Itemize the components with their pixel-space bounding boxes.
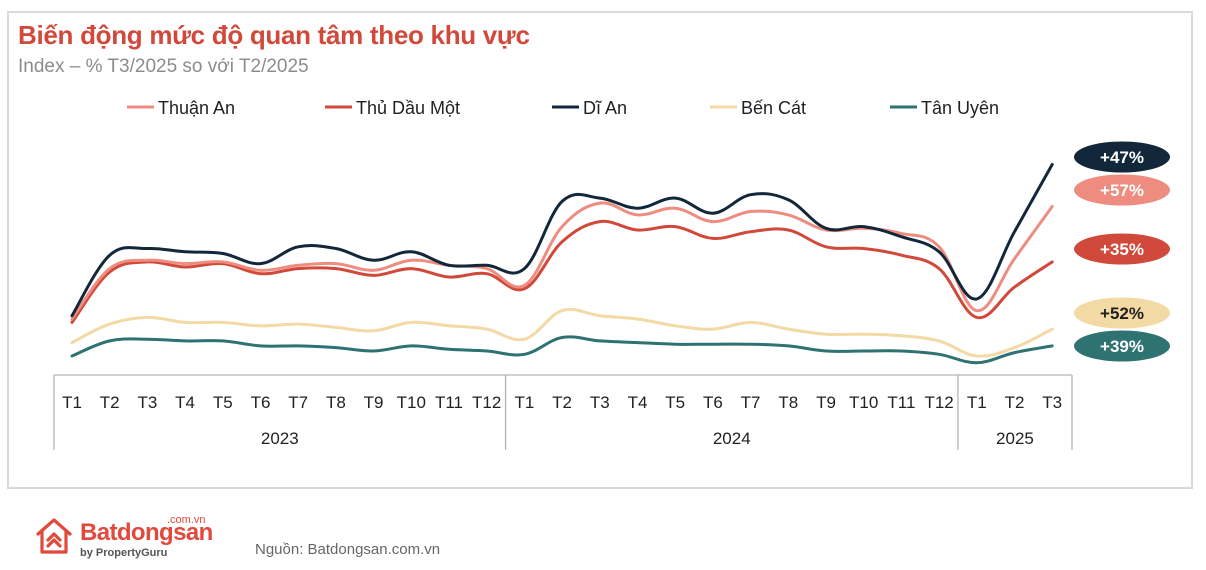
badge-3 <box>1074 297 1170 329</box>
month-tick-label: T4 <box>628 393 648 412</box>
month-tick-label: T10 <box>397 393 426 412</box>
badge-2 <box>1074 141 1170 173</box>
series-line-3 <box>70 307 1054 358</box>
chart-title: Biến động mức độ quan tâm theo khu vực <box>18 20 530 50</box>
month-tick-label: T9 <box>816 393 836 412</box>
badge-label-0: +57% <box>1100 181 1144 200</box>
legend-label-0: Thuận An <box>158 98 235 118</box>
badge-label-2: +47% <box>1100 148 1144 167</box>
badge-label-1: +35% <box>1100 240 1144 259</box>
chart-frame <box>7 11 1193 489</box>
legend-label-3: Bến Cát <box>741 98 806 118</box>
month-tick-label: T11 <box>887 393 915 412</box>
brand-logo-icon <box>36 518 72 554</box>
brand-domain: .com.vn <box>167 514 206 526</box>
month-tick-label: T6 <box>703 393 723 412</box>
month-tick-label: T2 <box>552 393 572 412</box>
badge-0 <box>1074 174 1170 206</box>
brand-tagline: by PropertyGuru <box>80 547 168 559</box>
month-tick-label: T2 <box>1005 393 1025 412</box>
month-tick-label: T1 <box>514 393 534 412</box>
month-tick-label: T3 <box>1042 393 1062 412</box>
month-tick-label: T12 <box>924 393 953 412</box>
brand-name: Batdongsan <box>80 519 213 546</box>
badge-label-3: +52% <box>1100 304 1144 323</box>
month-tick-label: T1 <box>62 393 82 412</box>
month-tick-label: T5 <box>213 393 233 412</box>
series-line-4 <box>70 335 1054 365</box>
year-label: 2023 <box>261 429 299 448</box>
chart-subtitle: Index – % T3/2025 so với T2/2025 <box>18 56 309 77</box>
month-tick-label: T2 <box>100 393 120 412</box>
month-tick-label: T3 <box>137 393 157 412</box>
month-tick-label: T3 <box>590 393 610 412</box>
year-label: 2024 <box>713 429 751 448</box>
month-tick-label: T12 <box>472 393 501 412</box>
month-tick-label: T4 <box>175 393 195 412</box>
year-label: 2025 <box>996 429 1034 448</box>
month-tick-label: T7 <box>288 393 308 412</box>
source-note: Nguồn: Batdongsan.com.vn <box>255 541 441 558</box>
month-tick-label: T8 <box>326 393 346 412</box>
legend-label-2: Dĩ An <box>583 98 627 118</box>
month-tick-label: T6 <box>251 393 271 412</box>
badge-4 <box>1074 330 1170 362</box>
month-tick-label: T7 <box>741 393 761 412</box>
series-line-1 <box>70 219 1054 324</box>
series-line-2 <box>70 163 1054 318</box>
month-tick-label: T1 <box>967 393 987 412</box>
month-tick-label: T5 <box>665 393 685 412</box>
month-tick-label: T8 <box>778 393 798 412</box>
series-line-0 <box>70 201 1054 321</box>
badge-1 <box>1074 233 1170 265</box>
line-chart: Thuận An Thủ Dầu Một Dĩ An Bến Cát Tân Uyên +… <box>53 98 1170 450</box>
legend-label-4: Tân Uyên <box>921 98 999 118</box>
month-tick-label: T11 <box>435 393 463 412</box>
month-tick-label: T10 <box>849 393 878 412</box>
legend-label-1: Thủ Dầu Một <box>356 98 460 118</box>
badge-label-4: +39% <box>1100 337 1144 356</box>
month-tick-label: T9 <box>364 393 384 412</box>
